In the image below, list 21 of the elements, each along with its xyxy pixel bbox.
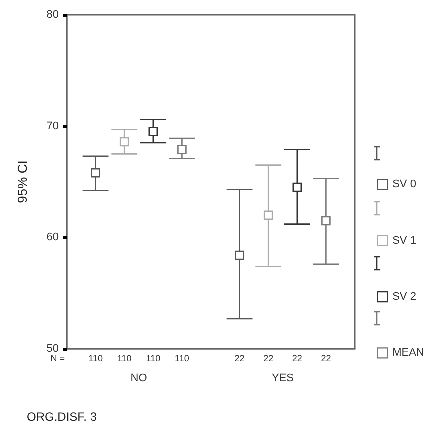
- legend-label: SV 1: [392, 234, 416, 247]
- x-tick-label: NO: [130, 372, 148, 384]
- x-tick-label: YES: [272, 372, 294, 384]
- text: 22: [292, 354, 302, 364]
- text: N =: [50, 354, 65, 364]
- text: 110: [117, 354, 132, 364]
- text: 110: [175, 354, 190, 364]
- y-tick-label: 70: [46, 120, 59, 132]
- legend-label: MEAN: [392, 347, 424, 360]
- x-axis-title: ORG.DISF. 3: [27, 410, 98, 424]
- y-tick-label: 80: [46, 9, 59, 21]
- legend-label: SV 2: [392, 291, 416, 303]
- y-tick-label: 50: [46, 343, 59, 355]
- text: 22: [321, 354, 332, 364]
- text: 110: [88, 354, 103, 364]
- text: 22: [234, 354, 245, 364]
- text: 110: [146, 354, 161, 364]
- legend-label: SV 0: [392, 178, 416, 191]
- text: 22: [264, 354, 274, 364]
- y-axis-title: 95% CI: [15, 160, 30, 204]
- y-tick-label: 60: [46, 232, 59, 244]
